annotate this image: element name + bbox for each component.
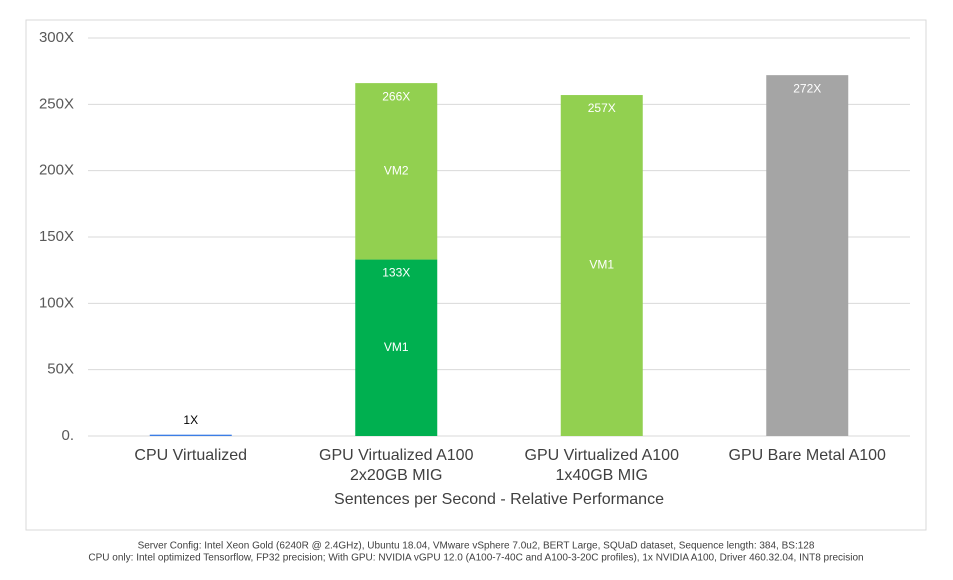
- y-tick-label: 0.: [61, 427, 74, 444]
- data-label: 133X: [382, 266, 410, 280]
- y-tick-label: 50X: [47, 361, 74, 378]
- x-tick-label: CPU Virtualized: [134, 447, 247, 464]
- bar-segment: [355, 259, 438, 436]
- bar-segment: [149, 434, 232, 436]
- bar-segment: [766, 75, 849, 436]
- x-tick-label: GPU Virtualized A100 1x40GB MIG: [525, 447, 680, 484]
- y-tick-label: 300X: [39, 29, 74, 46]
- footnote: CPU only: Intel optimized Tensorflow, FP…: [88, 553, 863, 564]
- y-tick-label: 100X: [39, 294, 74, 311]
- x-tick-label: GPU Bare Metal A100: [729, 447, 887, 464]
- data-label: 1X: [183, 413, 198, 427]
- segment-label: VM1: [384, 340, 409, 354]
- y-tick-label: 150X: [39, 228, 74, 245]
- bar-segment: [560, 95, 643, 437]
- total-label: 266X: [382, 89, 410, 103]
- segment-label: VM1: [589, 258, 614, 272]
- data-label: 272X: [793, 81, 821, 95]
- footnote: Server Config: Intel Xeon Gold (6240R @ …: [138, 541, 815, 552]
- x-axis-title: Sentences per Second - Relative Performa…: [334, 491, 664, 508]
- data-label: 257X: [588, 101, 616, 115]
- bar-segment: [355, 83, 438, 260]
- segment-label: VM2: [384, 164, 409, 178]
- x-tick-label: GPU Virtualized A100 2x20GB MIG: [319, 447, 474, 484]
- y-tick-label: 250X: [39, 95, 74, 112]
- y-tick-label: 200X: [39, 162, 74, 179]
